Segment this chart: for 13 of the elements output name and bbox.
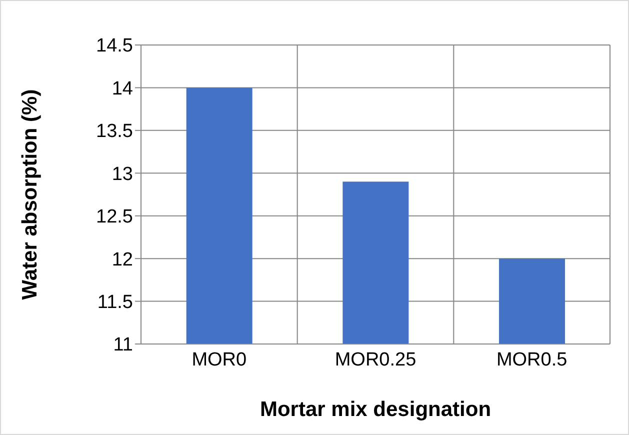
x-tick-label: MOR0	[192, 349, 247, 370]
y-axis-title: Water absorption (%)	[18, 89, 42, 300]
y-tick-label: 13.5	[96, 121, 133, 142]
y-tick-label: 12.5	[96, 206, 133, 228]
y-tick-label: 14	[112, 78, 134, 100]
y-tick-label: 11.5	[97, 292, 133, 314]
x-tick-label: MOR0.25	[334, 349, 416, 370]
y-tick-label: 14.5	[96, 36, 133, 57]
x-tick-label: MOR0.5	[496, 349, 568, 370]
y-tick-label: 11	[113, 334, 133, 356]
x-axis-title: Mortar mix designation	[260, 398, 492, 421]
y-tick-label: 12	[112, 249, 133, 270]
y-tick-label: 13	[112, 164, 133, 185]
